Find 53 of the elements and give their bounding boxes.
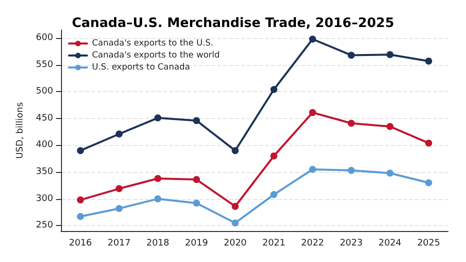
point [309,166,316,173]
point [76,147,84,154]
point [425,140,432,147]
x-tick-label: 2021 [262,238,286,248]
point [116,204,123,212]
point [154,174,162,182]
y-tick-label: 300 [36,194,54,204]
legend-label: Canada's exports to the U.S. [92,38,214,48]
y-tick-label: 550 [36,60,54,70]
point [154,195,162,202]
x-tick-label: 2020 [224,238,247,248]
y-tick-label: 450 [36,113,54,124]
point [193,117,200,124]
y-tick-label: 500 [36,86,54,97]
point [270,152,278,160]
y-tick-label: 400 [36,140,54,150]
point [386,170,394,177]
point [232,147,239,154]
point [348,166,355,174]
y-tick-label: 600 [36,33,54,44]
x-tick-label: 2017 [108,238,131,248]
point [76,213,84,220]
point [270,191,278,198]
point [348,120,355,127]
chart-title: Canada–U.S. Merchandise Trade, 2016–2025 [72,16,394,31]
x-tick-label: 2025 [417,238,440,248]
x-tick-label: 2023 [340,238,363,248]
y-axis-title: USD, billions [16,102,26,159]
point [309,36,316,43]
legend-label: Canada's exports to the world [92,50,220,60]
y-tick-label: 250 [36,220,54,231]
point [386,51,394,58]
legend-label: U.S. exports to Canada [92,62,190,72]
x-tick-label: 2024 [378,238,402,248]
point [154,114,162,122]
point [232,219,239,226]
point [386,122,394,130]
x-tick-label: 2019 [185,238,208,248]
point [116,130,123,138]
x-tick-label: 2016 [68,238,92,248]
point [76,196,84,204]
point [193,176,200,184]
x-tick-label: 2022 [301,238,324,248]
point [193,200,200,207]
y-tick-label: 350 [36,167,54,178]
point [270,86,278,93]
point [425,58,432,65]
point [309,109,316,116]
point [116,185,123,192]
point [425,179,432,186]
x-tick-label: 2018 [146,238,170,248]
point [232,202,239,210]
point [348,52,355,59]
